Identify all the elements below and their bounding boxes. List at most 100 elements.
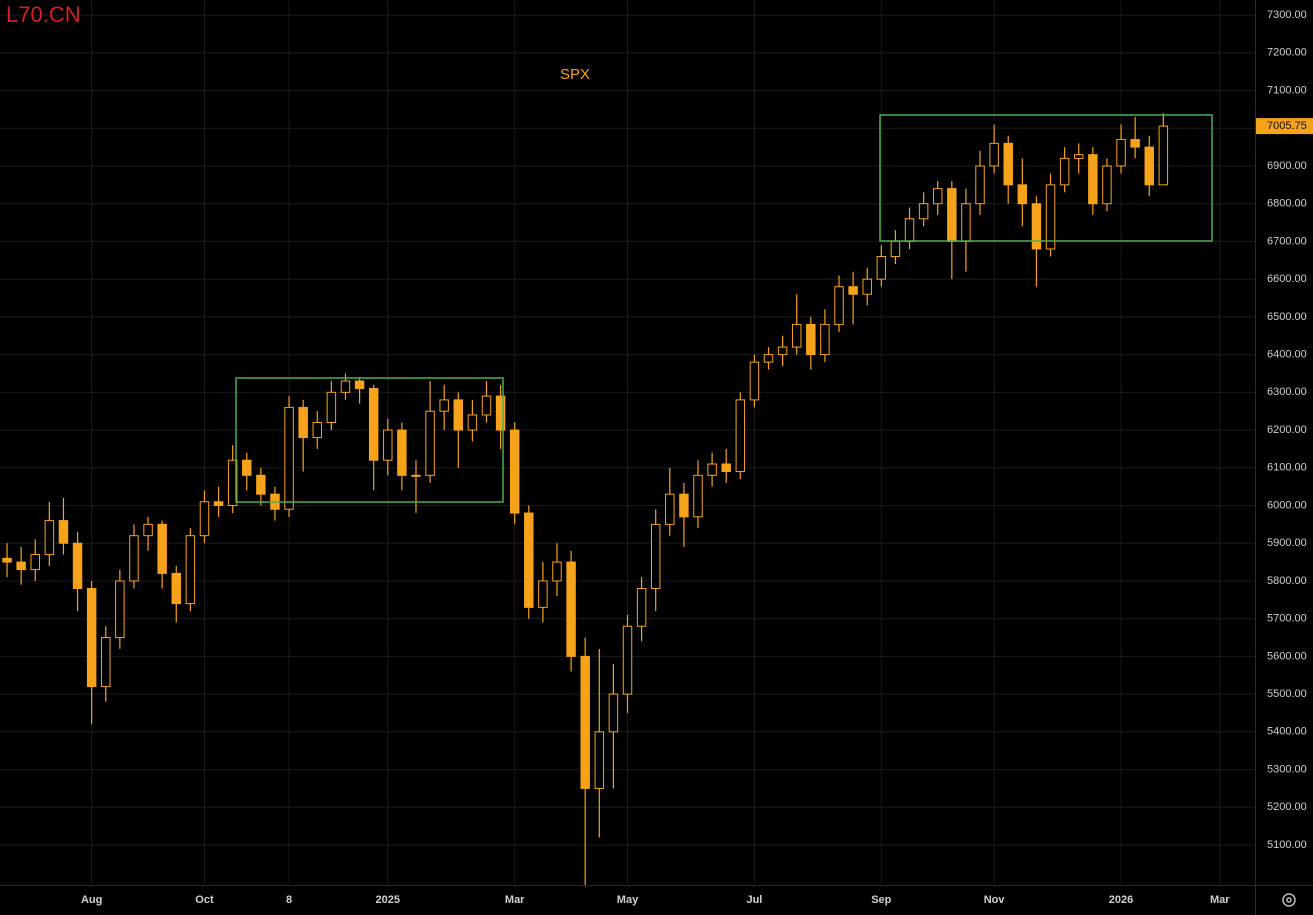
y-tick-label: 7100.00 xyxy=(1267,84,1307,96)
candle-body xyxy=(707,463,717,476)
candle-body xyxy=(665,493,675,525)
candle-body xyxy=(227,459,238,506)
candle-body xyxy=(44,520,55,556)
candle-body xyxy=(2,557,12,563)
candle-body xyxy=(735,399,746,473)
candle-body xyxy=(86,587,97,688)
y-tick-label: 5500.00 xyxy=(1267,688,1307,700)
candle-body xyxy=(622,625,633,695)
candle-body xyxy=(693,474,703,518)
y-tick-label: 6500.00 xyxy=(1267,311,1307,323)
range-box xyxy=(235,377,504,503)
candle-body xyxy=(1059,157,1070,186)
candle-body xyxy=(439,399,449,412)
candle-body xyxy=(453,399,464,431)
candle-body xyxy=(58,520,69,544)
candle-body xyxy=(749,361,760,401)
candle-body xyxy=(425,410,435,476)
watermark: L70.CN xyxy=(6,2,81,27)
y-tick-label: 7200.00 xyxy=(1267,47,1307,59)
candle-body xyxy=(101,637,111,688)
candle-body xyxy=(72,542,83,589)
x-tick-label: Sep xyxy=(871,894,891,906)
candle-body xyxy=(721,463,731,473)
candle-body xyxy=(1074,154,1084,159)
candle-body xyxy=(383,429,393,461)
y-tick-label: 5900.00 xyxy=(1267,537,1307,549)
y-tick-label: 6100.00 xyxy=(1267,462,1307,474)
candle-body xyxy=(340,380,351,393)
candle-body xyxy=(157,523,167,574)
grid xyxy=(0,0,1255,885)
candle-body xyxy=(1130,139,1140,148)
candle-body xyxy=(876,256,887,280)
candle-body xyxy=(16,561,26,571)
candles xyxy=(2,113,1169,887)
candle-body xyxy=(989,142,999,167)
x-tick-label: Nov xyxy=(984,894,1006,906)
candle-body xyxy=(777,346,788,356)
candle-body xyxy=(495,395,506,431)
candle-body xyxy=(862,278,872,295)
candle-body xyxy=(594,731,605,789)
x-tick-label: Jul xyxy=(746,894,762,906)
candle-body xyxy=(242,459,252,476)
x-tick-label: 2026 xyxy=(1109,894,1133,906)
range-box xyxy=(879,114,1213,242)
candle-body xyxy=(932,188,943,205)
candle-body xyxy=(608,693,619,733)
chart-title: SPX xyxy=(560,66,590,83)
candle-body xyxy=(1088,154,1098,205)
x-tick-label: 2025 xyxy=(376,894,400,906)
candle-body xyxy=(171,572,181,605)
candle-body xyxy=(890,240,901,258)
axes: 5100.00 5200.00 5300.00 5400.00 5500.00 5600.… xyxy=(81,9,1313,906)
candle-body xyxy=(650,523,661,589)
y-tick-label: 5700.00 xyxy=(1267,613,1307,625)
candle-body xyxy=(481,395,492,416)
settings-icon-ring[interactable] xyxy=(1282,893,1296,907)
candle-body xyxy=(1158,125,1169,186)
y-tick-label: 5200.00 xyxy=(1267,801,1307,813)
candle-body xyxy=(284,406,294,510)
candle-body xyxy=(580,655,590,789)
candle-body xyxy=(636,587,647,627)
candle-body xyxy=(411,474,421,477)
candle-body xyxy=(1017,184,1028,205)
candle-body xyxy=(1116,139,1126,167)
x-tick-label: Oct xyxy=(195,894,214,906)
y-tick-label: 6700.00 xyxy=(1267,235,1307,247)
last-price-label: 7005.75 xyxy=(1267,120,1307,132)
candle-body xyxy=(834,286,844,325)
x-tick-label: Mar xyxy=(505,894,525,906)
y-tick-label: 5400.00 xyxy=(1267,726,1307,738)
candle-body xyxy=(312,422,323,439)
candle-body xyxy=(185,535,196,605)
y-tick-label: 6400.00 xyxy=(1267,349,1307,361)
candle-body xyxy=(129,535,139,582)
y-tick-label: 6600.00 xyxy=(1267,273,1307,285)
candle-body xyxy=(947,188,957,242)
settings-icon-core[interactable] xyxy=(1286,897,1292,903)
candle-body xyxy=(820,323,830,356)
candle-body xyxy=(509,429,520,514)
candle-body xyxy=(467,414,478,431)
candle-body xyxy=(679,493,689,518)
candle-body xyxy=(975,165,985,205)
candle-body xyxy=(763,354,774,363)
candle-body xyxy=(552,561,562,582)
candle-body xyxy=(199,501,210,537)
candle-body xyxy=(961,203,971,242)
settings-icon[interactable] xyxy=(1282,893,1296,907)
x-tick-label: 8 xyxy=(286,894,292,906)
candle-body xyxy=(904,218,915,242)
candle-body xyxy=(918,203,929,220)
candle-body xyxy=(213,501,224,506)
y-tick-label: 6300.00 xyxy=(1267,386,1307,398)
candle-body xyxy=(115,580,125,639)
candle-body xyxy=(256,474,266,495)
y-tick-label: 6200.00 xyxy=(1267,424,1307,436)
candle-body xyxy=(143,523,153,537)
